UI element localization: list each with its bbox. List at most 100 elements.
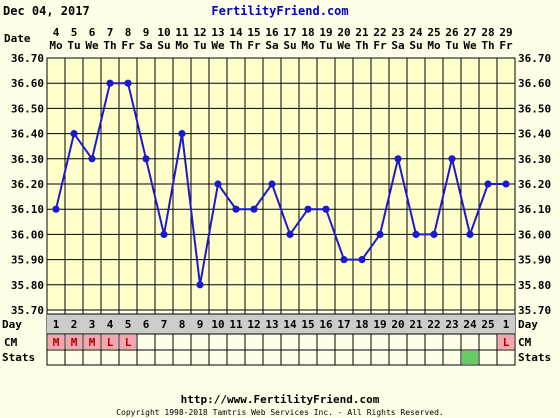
weekday-label: Mo bbox=[301, 39, 315, 52]
temperature-point bbox=[448, 155, 456, 163]
weekday-label: Su bbox=[283, 39, 296, 52]
cycle-day-label: 15 bbox=[301, 318, 314, 331]
cm-cell bbox=[120, 335, 136, 349]
temperature-point bbox=[502, 180, 510, 188]
y-tick-label-right: 36.60 bbox=[518, 77, 551, 90]
temperature-point bbox=[232, 205, 240, 213]
weekday-label: Tu bbox=[319, 39, 332, 52]
cycle-day-label: 2 bbox=[71, 318, 78, 331]
cycle-day-label: 20 bbox=[391, 318, 404, 331]
date-label: 11 bbox=[175, 26, 189, 39]
date-label: 7 bbox=[107, 26, 114, 39]
temperature-point bbox=[412, 230, 420, 238]
stats-row-label-left: Stats bbox=[2, 351, 35, 364]
date-label: 10 bbox=[157, 26, 170, 39]
temperature-point bbox=[106, 79, 114, 87]
y-tick-label-left: 36.20 bbox=[11, 178, 44, 191]
date-label: 6 bbox=[89, 26, 96, 39]
temperature-point bbox=[196, 281, 204, 289]
date-label: 8 bbox=[125, 26, 132, 39]
cycle-day-label: 12 bbox=[247, 318, 260, 331]
y-tick-label-right: 36.70 bbox=[518, 52, 551, 65]
cycle-day-label: 7 bbox=[161, 318, 168, 331]
temperature-point bbox=[430, 230, 438, 238]
cm-label: L bbox=[503, 336, 510, 349]
temperature-point bbox=[178, 130, 186, 138]
weekday-label: We bbox=[463, 39, 477, 52]
date-row-label: Date bbox=[4, 32, 31, 45]
date-label: 27 bbox=[463, 26, 476, 39]
temperature-point bbox=[268, 180, 276, 188]
date-label: 21 bbox=[355, 26, 369, 39]
temperature-point bbox=[322, 205, 330, 213]
date-label: 17 bbox=[283, 26, 296, 39]
date-label: 13 bbox=[211, 26, 224, 39]
temperature-point bbox=[304, 205, 312, 213]
cm-label: L bbox=[125, 336, 132, 349]
cycle-day-label: 23 bbox=[445, 318, 458, 331]
weekday-label: Sa bbox=[391, 39, 404, 52]
cm-row-label-right: CM bbox=[518, 336, 532, 349]
weekday-label: Sa bbox=[265, 39, 278, 52]
weekday-label: Mo bbox=[427, 39, 441, 52]
temperature-point bbox=[466, 230, 474, 238]
y-tick-label-left: 36.30 bbox=[11, 153, 44, 166]
temperature-point bbox=[484, 180, 492, 188]
date-label: 16 bbox=[265, 26, 279, 39]
cycle-day-label: 1 bbox=[503, 318, 510, 331]
day-row-label-left: Day bbox=[2, 318, 22, 331]
temperature-point bbox=[160, 230, 168, 238]
y-tick-label-left: 36.10 bbox=[11, 203, 44, 216]
y-tick-label-right: 36.20 bbox=[518, 178, 551, 191]
temperature-point bbox=[70, 130, 78, 138]
cycle-day-label: 8 bbox=[179, 318, 186, 331]
weekday-label: Tu bbox=[67, 39, 80, 52]
y-tick-label-left: 36.60 bbox=[11, 77, 44, 90]
site-name: FertilityFriend.com bbox=[211, 4, 348, 18]
cycle-day-label: 19 bbox=[373, 318, 386, 331]
temperature-point bbox=[88, 155, 96, 163]
y-tick-label-right: 35.90 bbox=[518, 254, 551, 267]
date-label: 9 bbox=[143, 26, 150, 39]
weekday-label: Tu bbox=[193, 39, 206, 52]
cycle-day-label: 18 bbox=[355, 318, 368, 331]
cycle-day-label: 3 bbox=[89, 318, 96, 331]
y-tick-label-left: 36.40 bbox=[11, 128, 44, 141]
date-label: 12 bbox=[193, 26, 206, 39]
cycle-day-label: 9 bbox=[197, 318, 204, 331]
y-tick-label-left: 35.70 bbox=[11, 304, 44, 317]
date-label: 20 bbox=[337, 26, 350, 39]
y-tick-label-left: 36.50 bbox=[11, 102, 44, 115]
date-label: 5 bbox=[71, 26, 78, 39]
footer-copyright: Copyright 1998-2018 Tamtris Web Services… bbox=[116, 408, 444, 417]
date-label: 14 bbox=[229, 26, 243, 39]
date-label: 4 bbox=[53, 26, 60, 39]
weekday-label: We bbox=[337, 39, 351, 52]
cm-label: M bbox=[89, 336, 96, 349]
y-tick-label-right: 36.00 bbox=[518, 228, 551, 241]
cycle-day-label: 4 bbox=[107, 318, 114, 331]
weekday-label: Th bbox=[229, 39, 242, 52]
weekday-label: We bbox=[211, 39, 225, 52]
stats-mark bbox=[462, 351, 478, 364]
footer-url[interactable]: http://www.FertilityFriend.com bbox=[181, 393, 380, 406]
cm-cell bbox=[102, 335, 118, 349]
weekday-label: Mo bbox=[175, 39, 189, 52]
y-tick-label-right: 36.40 bbox=[518, 128, 551, 141]
weekday-label: Su bbox=[409, 39, 422, 52]
weekday-label: Fr bbox=[121, 39, 135, 52]
weekday-label: Sa bbox=[139, 39, 152, 52]
cycle-day-label: 17 bbox=[337, 318, 350, 331]
cm-cell bbox=[498, 335, 514, 349]
cycle-day-label: 5 bbox=[125, 318, 132, 331]
cycle-day-label: 25 bbox=[481, 318, 494, 331]
date-label: 19 bbox=[319, 26, 332, 39]
cm-cell bbox=[84, 335, 100, 349]
weekday-label: We bbox=[85, 39, 99, 52]
cycle-day-label: 24 bbox=[463, 318, 477, 331]
y-tick-label-left: 35.90 bbox=[11, 254, 44, 267]
cycle-day-label: 1 bbox=[53, 318, 60, 331]
y-tick-label-right: 36.30 bbox=[518, 153, 551, 166]
weekday-label: Fr bbox=[373, 39, 387, 52]
